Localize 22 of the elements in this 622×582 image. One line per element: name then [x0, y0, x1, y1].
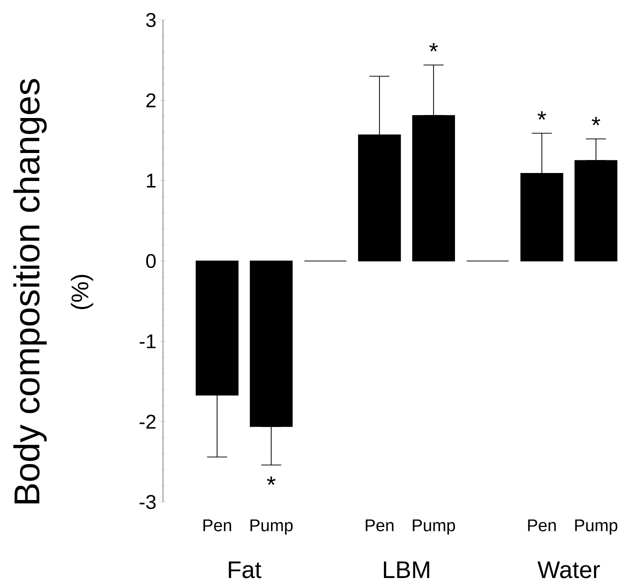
text: (%) [70, 274, 94, 310]
text: Water [538, 562, 600, 578]
data-label: * [266, 476, 276, 485]
text: LBM [384, 562, 430, 578]
x-tick-label: Pen [366, 520, 394, 532]
y-axis-title: Body composition changes [13, 79, 47, 504]
data-label: * [429, 43, 438, 52]
y-tick-label: -2 [140, 414, 156, 429]
x-tick-label: Pump [575, 520, 618, 535]
y-tick-label: 0 [146, 254, 156, 268]
x-tick-label: Pump [412, 520, 455, 535]
y-tick-label: -1 [140, 334, 156, 348]
y-tick-label: 1 [146, 174, 156, 188]
y-tick-label: 2 [146, 93, 156, 108]
x-tick-label: Pen [528, 520, 556, 532]
y-tick-label: -3 [140, 494, 156, 510]
x-tick-label: Pump [250, 520, 293, 535]
y-tick-label: 3 [146, 12, 156, 28]
data-label: * [538, 111, 546, 120]
data-label: * [592, 116, 600, 126]
text: Fat [228, 562, 262, 578]
x-tick-label: Pen [203, 520, 232, 532]
